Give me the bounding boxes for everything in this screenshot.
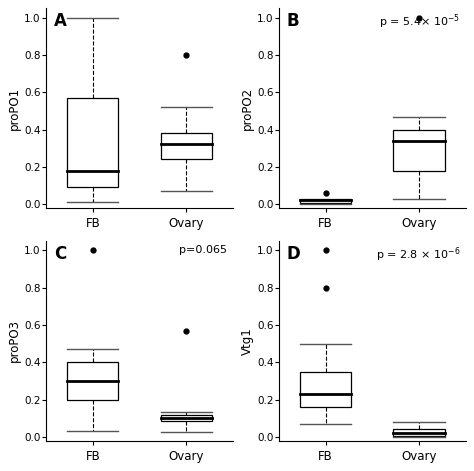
Text: p = 5.4× 10$^{-5}$: p = 5.4× 10$^{-5}$ [379,12,460,31]
Bar [161,415,212,421]
Bar [300,199,351,203]
Y-axis label: proPO2: proPO2 [241,87,254,130]
Text: B: B [286,12,299,30]
Bar [161,133,212,159]
Text: A: A [54,12,66,30]
Text: p = 2.8 × 10$^{-6}$: p = 2.8 × 10$^{-6}$ [375,245,460,264]
Bar [67,362,118,399]
Text: D: D [286,245,300,263]
Y-axis label: proPO1: proPO1 [9,87,21,130]
Y-axis label: proPO3: proPO3 [9,319,21,362]
Text: C: C [54,245,66,263]
Bar [67,98,118,187]
Bar [300,372,351,407]
Y-axis label: Vtg1: Vtg1 [241,327,254,355]
Bar [393,130,445,171]
Bar [393,430,445,436]
Text: p=0.065: p=0.065 [179,245,227,255]
